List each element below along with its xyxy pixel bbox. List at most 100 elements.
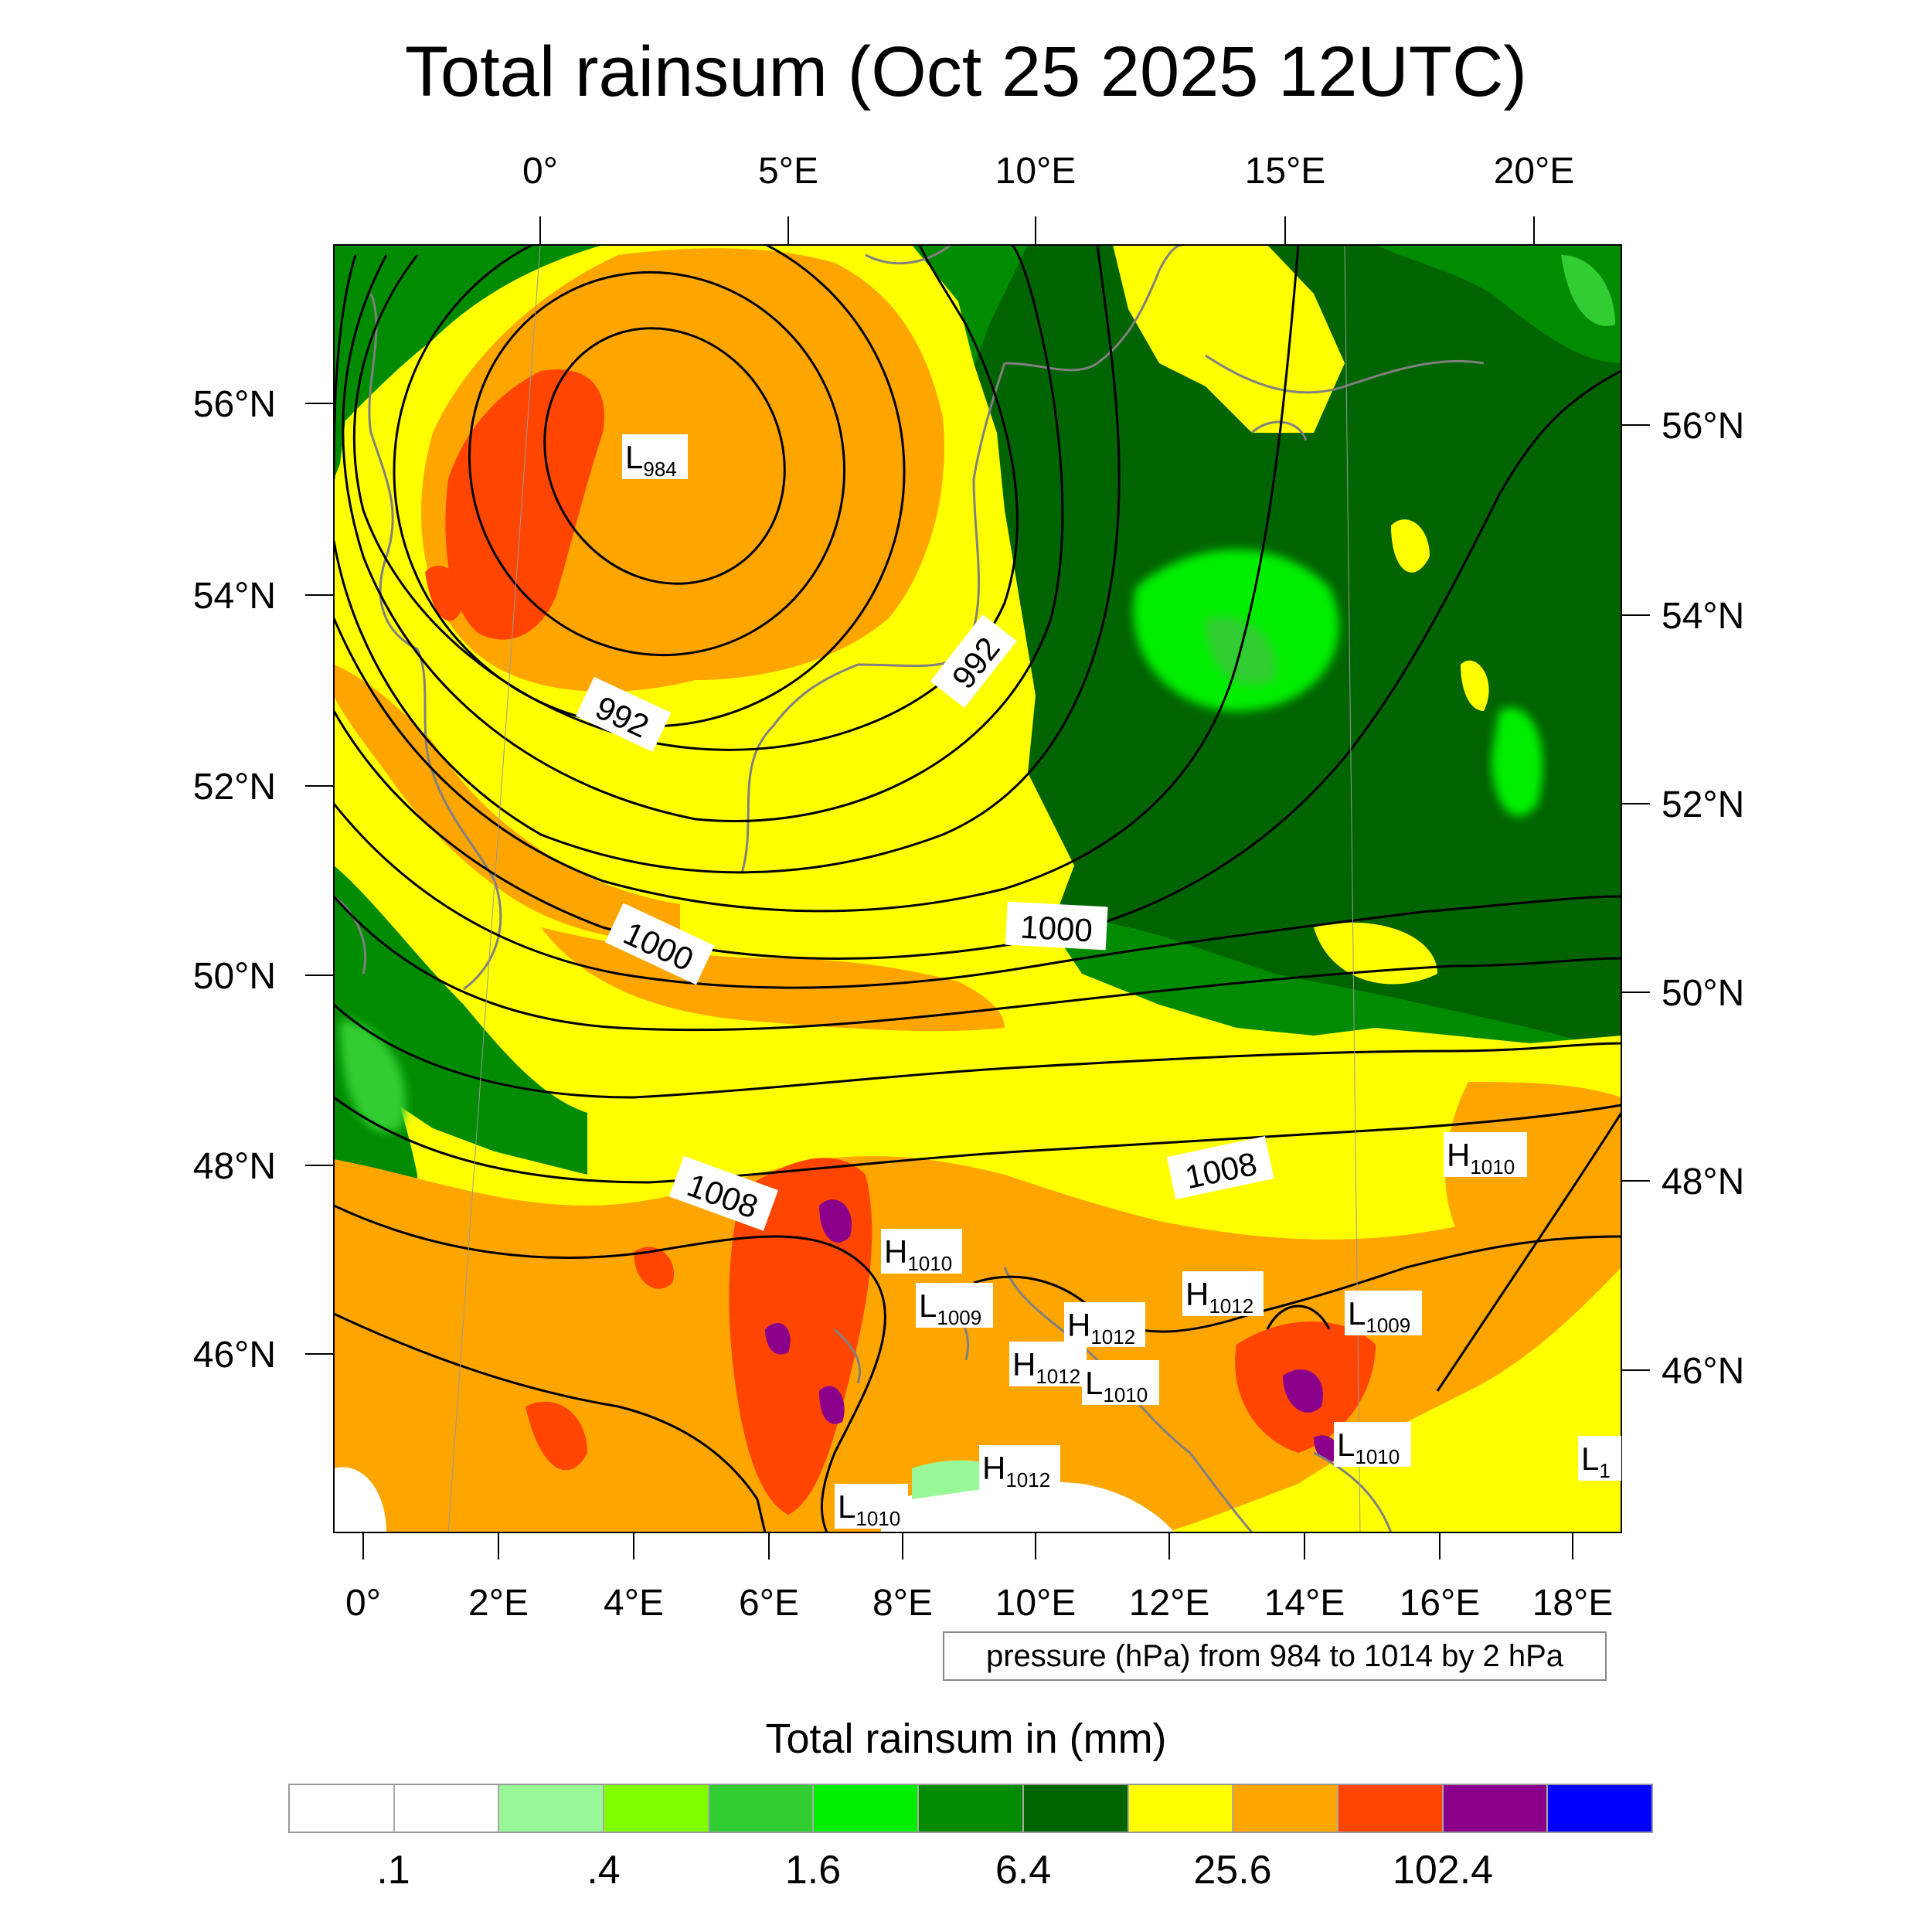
colorbar-label: 25.6 [1193,1848,1272,1893]
top-lon-label: 5°E [758,151,818,192]
colorbar [288,1784,1653,1833]
high-center: H1012 [1182,1271,1264,1318]
center-value: 1012 [1036,1365,1080,1388]
svg-text:H1012: H1012 [1067,1307,1135,1349]
colorbar-swatch [1233,1785,1338,1832]
right-lat-label: 52°N [1662,784,1744,825]
map-title: Total rainsum (Oct 25 2025 12UTC) [404,32,1528,111]
center-type: H [1185,1276,1209,1312]
left-lat-labels: 56°N 54°N 52°N 50°N 48°N 46°N [193,384,276,1376]
center-type: L [919,1287,937,1324]
colorbar-swatch [1128,1785,1234,1832]
bottom-lon-label: 0° [345,1583,381,1624]
rainfall-field [334,245,1621,1532]
high-center: H1010 [1444,1132,1527,1179]
left-lat-label: 56°N [193,384,276,425]
svg-text:H1012: H1012 [1185,1276,1253,1318]
center-type: H [1012,1346,1036,1383]
center-value: 1010 [1470,1155,1515,1179]
top-lon-label: 0° [522,151,558,192]
colorbar-label: 1.6 [784,1848,842,1893]
colorbar-swatch [1338,1785,1444,1832]
map-frame [333,244,1622,1533]
center-value: 1 [1599,1459,1610,1482]
bottom-lon-label: 2°E [468,1583,529,1624]
right-lat-label: 50°N [1662,973,1744,1014]
svg-text:L1: L1 [1581,1440,1611,1482]
low-center: L1009 [916,1283,993,1329]
axis-ticks [305,216,1650,1560]
low-center: L1010 [835,1484,908,1530]
colorbar-swatch [394,1785,500,1832]
colorbar-label: .4 [587,1848,621,1893]
pressure-centers: L984 H1010 L1009 H1012 H1012 L1010 H1012 [622,434,1621,1530]
colorbar-swatch [290,1785,395,1832]
high-center: H1010 [881,1229,962,1275]
center-type: L [625,439,643,475]
center-type: H [1447,1137,1470,1173]
low-center: L1009 [1345,1291,1422,1337]
left-lat-label: 50°N [193,956,276,997]
center-value: 984 [643,457,676,481]
low-center: L1010 [1334,1422,1411,1468]
center-type: L [1348,1295,1366,1332]
bottom-lon-label: 4°E [604,1583,664,1624]
svg-text:L1009: L1009 [919,1287,981,1329]
colorbar-swatch [1023,1785,1129,1832]
center-type: L [1337,1427,1355,1463]
center-type: L [1085,1365,1103,1401]
left-lat-label: 54°N [193,576,276,617]
right-lat-label: 46°N [1662,1351,1744,1392]
colorbar-label: 102.4 [1392,1848,1494,1893]
low-center: L1 [1578,1436,1621,1482]
colorbar-label: 6.4 [995,1848,1052,1893]
bottom-lon-label: 10°E [995,1583,1077,1624]
right-lat-labels: 56°N 54°N 52°N 50°N 48°N 46°N [1662,406,1744,1392]
svg-text:L984: L984 [625,439,677,481]
bottom-lon-label: 8°E [872,1583,933,1624]
center-value: 1010 [1103,1383,1148,1406]
bottom-lon-label: 14°E [1264,1583,1345,1624]
top-lon-label: 20°E [1494,151,1575,192]
high-center: H1012 [1009,1342,1087,1388]
colorbar-swatch [814,1785,920,1832]
left-lat-label: 46°N [193,1335,276,1376]
center-type: H [1067,1307,1090,1343]
center-value: 1012 [1209,1294,1253,1318]
center-value: 1012 [1090,1325,1135,1349]
center-type: H [982,1450,1005,1486]
center-type: L [1581,1440,1599,1477]
colorbar-swatch [604,1785,709,1832]
isobars [334,245,1621,1532]
contour-info-box: pressure (hPa) from 984 to 1014 by 2 hPa [943,1631,1607,1681]
svg-text:L1010: L1010 [838,1488,900,1530]
svg-text:H1010: H1010 [884,1233,952,1275]
bottom-lon-label: 12°E [1129,1583,1210,1624]
right-lat-label: 54°N [1662,596,1744,637]
top-lon-label: 10°E [995,151,1077,192]
bottom-lon-label: 6°E [739,1583,799,1624]
colorbar-swatch [1443,1785,1549,1832]
colorbar-swatch [499,1785,605,1832]
left-lat-label: 52°N [193,767,276,808]
svg-text:H1012: H1012 [1012,1346,1080,1388]
svg-text:L1010: L1010 [1337,1427,1400,1468]
high-center: H1012 [979,1445,1060,1492]
center-value: 1010 [1355,1445,1400,1468]
svg-text:L1009: L1009 [1348,1295,1410,1337]
top-lon-labels: 0° 5°E 10°E 15°E 20°E [522,151,1574,192]
bottom-lon-label: 16°E [1400,1583,1481,1624]
bottom-lon-labels: 0° 2°E 4°E 6°E 8°E 10°E 12°E 14°E 16°E 1… [345,1583,1613,1624]
right-lat-label: 48°N [1662,1162,1744,1202]
top-lon-label: 15°E [1245,151,1326,192]
center-value: 1010 [855,1507,900,1530]
high-center: H1012 [1064,1302,1145,1349]
center-type: H [884,1233,907,1270]
low-center: L1010 [1082,1360,1159,1406]
center-value: 1009 [1366,1314,1410,1337]
center-value: 1009 [937,1306,981,1329]
colorbar-title: Total rainsum in (mm) [765,1716,1167,1762]
low-center: L984 [622,434,688,481]
svg-text:L1010: L1010 [1085,1365,1148,1406]
